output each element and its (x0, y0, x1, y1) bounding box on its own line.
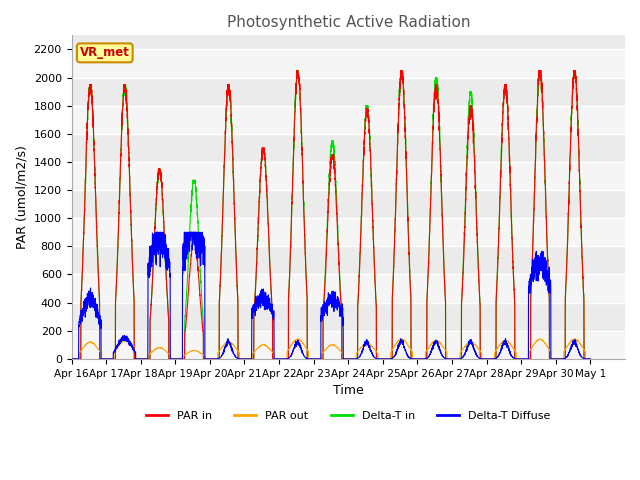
Delta-T Diffuse (447, 356, 455, 362)
Delta-T in (161, 243, 168, 249)
Delta-T Diffuse (312, 356, 319, 362)
PAR in (419, 356, 426, 362)
Delta-T Diffuse (161, 245, 169, 251)
PAR out (587, 356, 595, 362)
Bar (72, 275, 625, 302)
Delta-T Diffuse (586, 356, 594, 362)
X-axis label: Time: Time (333, 384, 364, 397)
Line: Delta-T in: Delta-T in (72, 71, 591, 359)
PAR in (477, 356, 484, 362)
PAR in (312, 356, 319, 362)
Delta-T in (477, 356, 484, 362)
Y-axis label: PAR (umol/m2/s): PAR (umol/m2/s) (15, 145, 28, 249)
PAR in (293, 68, 301, 73)
PAR out (447, 356, 455, 362)
Delta-T Diffuse (477, 356, 484, 361)
Bar (72, 49, 625, 78)
Delta-T in (68, 356, 76, 362)
PAR out (586, 356, 594, 362)
PAR out (293, 336, 301, 342)
PAR in (586, 356, 594, 362)
Text: VR_met: VR_met (80, 47, 130, 60)
PAR in (447, 356, 455, 362)
Delta-T in (312, 356, 319, 362)
Line: PAR out: PAR out (72, 339, 591, 359)
PAR out (68, 356, 76, 362)
Line: Delta-T Diffuse: Delta-T Diffuse (72, 232, 591, 359)
Delta-T Diffuse (152, 229, 160, 235)
PAR out (312, 356, 319, 362)
Delta-T Diffuse (419, 356, 426, 362)
PAR out (477, 348, 484, 354)
Bar (72, 331, 625, 359)
Delta-T in (419, 356, 426, 362)
Legend: PAR in, PAR out, Delta-T in, Delta-T Diffuse: PAR in, PAR out, Delta-T in, Delta-T Dif… (141, 407, 556, 425)
Line: PAR in: PAR in (72, 71, 591, 359)
PAR in (161, 240, 168, 246)
Delta-T in (587, 356, 595, 362)
Delta-T in (447, 356, 455, 362)
PAR out (419, 356, 426, 362)
Bar (72, 162, 625, 190)
PAR out (161, 347, 168, 353)
Bar (72, 218, 625, 246)
Bar (72, 106, 625, 134)
Delta-T Diffuse (68, 356, 76, 362)
Delta-T Diffuse (587, 356, 595, 362)
PAR in (68, 356, 76, 362)
Title: Photosynthetic Active Radiation: Photosynthetic Active Radiation (227, 15, 470, 30)
PAR in (587, 356, 595, 362)
Delta-T in (586, 356, 594, 362)
Delta-T in (293, 68, 301, 73)
